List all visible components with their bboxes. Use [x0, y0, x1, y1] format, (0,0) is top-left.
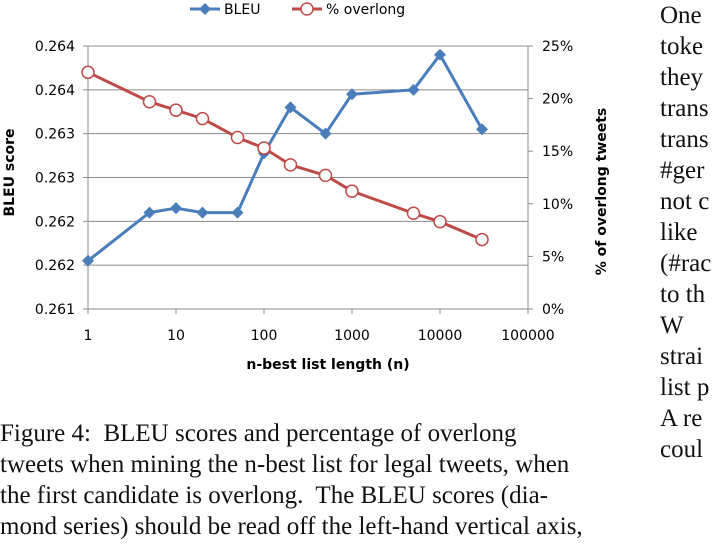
x-tick-label: 10000 [418, 328, 463, 344]
x-tick-label: 1 [84, 328, 93, 344]
bleu-data-point [407, 83, 420, 96]
overlong-data-point [81, 65, 95, 80]
chart-axes [83, 45, 533, 314]
bleu-data-point [475, 123, 488, 136]
overlong-data-point [142, 95, 157, 109]
overlong-data-point [475, 232, 489, 247]
left-tick-label: 0.262 [35, 214, 75, 230]
right-tick-label: 5% [542, 249, 564, 265]
overlong-data-point [318, 168, 333, 183]
caption-line: mond series) should be read off the left… [0, 513, 583, 540]
right-tick-label: 20% [542, 92, 573, 108]
chart-labels: 0.261 0.262 0.262 0.263 0.263 0.264 0.264 0% 5% 1… [2, 39, 610, 373]
left-tick-label: 0.264 [35, 39, 75, 55]
chart-legend: BLEU % overlong [190, 2, 405, 18]
bleu-data-point [196, 206, 209, 219]
bleu-legend-label: BLEU [224, 2, 261, 18]
overlong-data-point [195, 111, 210, 126]
caption-line: the first candidate is overlong. The BLE… [0, 482, 548, 509]
x-tick-label: 10 [167, 328, 185, 344]
overlong-legend-label: % overlong [326, 2, 405, 18]
bleu-data-point [231, 206, 244, 219]
overlong-data-point [230, 130, 245, 145]
bleu-data-point [319, 127, 332, 140]
overlong-data-point [406, 206, 421, 221]
side-text-line: list p [660, 374, 710, 401]
side-text-line: trans [660, 95, 709, 122]
bleu-data-point [82, 254, 94, 267]
side-text-line: A re [660, 405, 703, 432]
side-text-line: trans [660, 126, 709, 153]
bleu-series-line [87, 52, 484, 262]
figure-chart: BLEU % overlong 0.261 0.262 0.262 0.263 0.263… [2, 2, 610, 373]
bleu-data-point [434, 48, 446, 61]
left-tick-label: 0.263 [35, 171, 75, 187]
x-axis-title: n-best list length (n) [246, 357, 409, 373]
overlong-data-point [345, 184, 359, 198]
overlong-data-point [283, 158, 298, 172]
side-text-line: to th [660, 281, 706, 308]
right-tick-label: 10% [542, 197, 573, 213]
right-axis-title: % of overlong tweets [594, 108, 610, 276]
x-tick-label: 1000 [334, 328, 370, 344]
bleu-data-point [346, 88, 358, 101]
right-tick-label: 15% [542, 144, 573, 160]
chart-series [81, 48, 489, 267]
left-axis-title: BLEU score [2, 128, 18, 216]
overlong-legend-marker [300, 2, 314, 16]
left-tick-label: 0.261 [35, 302, 75, 318]
overlong-data-point [257, 141, 271, 155]
overlong-data-point [169, 103, 183, 117]
caption-line: Figure 4: BLEU scores and percentage of … [0, 420, 517, 447]
x-tick-label: 100 [251, 328, 278, 344]
right-column-text: One toke they trans trans #ger not c like (#rac t… [660, 0, 713, 556]
left-tick-label: 0.263 [35, 127, 75, 143]
side-text-line: strai [660, 343, 704, 370]
side-text-line: W [660, 312, 684, 339]
x-tick-label: 100000 [501, 328, 554, 344]
bleu-data-point [143, 206, 156, 219]
side-text-line: One [660, 2, 702, 29]
side-text-line: toke [660, 33, 704, 60]
chart-grid [88, 45, 528, 310]
left-tick-label: 0.262 [35, 258, 75, 274]
side-text-line: (#rac [660, 250, 712, 277]
right-tick-label: 25% [542, 39, 573, 55]
side-text-line: like [660, 219, 698, 246]
bleu-legend-marker [199, 3, 211, 15]
side-text-line: #ger [660, 157, 705, 184]
figure-caption: Figure 4: BLEU scores and percentage of … [0, 418, 628, 542]
right-tick-label: 0% [542, 302, 564, 318]
left-tick-label: 0.264 [35, 83, 75, 99]
side-text-line: coul [660, 436, 704, 463]
overlong-data-point [433, 214, 447, 229]
side-text-line: not c [660, 188, 710, 215]
bleu-data-point [170, 202, 182, 215]
side-text-line: they [660, 64, 704, 91]
bleu-data-point [284, 101, 297, 114]
caption-line: tweets when mining the n-best list for l… [0, 451, 570, 478]
